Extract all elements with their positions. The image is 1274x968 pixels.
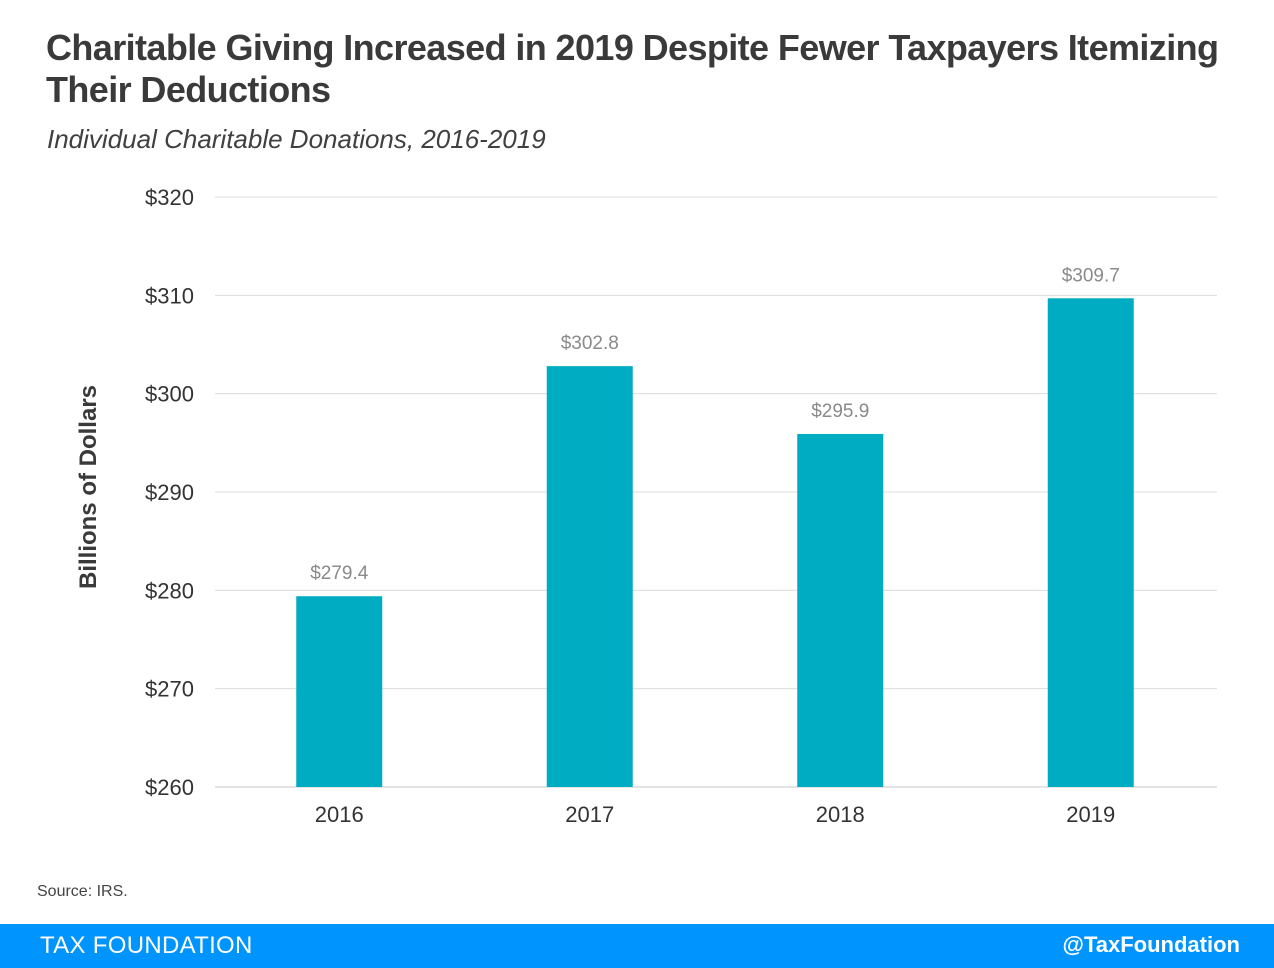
bar-chart: $260 $270 $280 $290 $300 $310 $320 Billions of … (75, 185, 1217, 827)
y-tick-label: $270 (145, 677, 194, 702)
data-label: $302.8 (561, 333, 619, 354)
y-tick-label: $280 (145, 578, 194, 603)
x-tick-label: 2017 (565, 802, 614, 827)
data-label: $279.4 (310, 563, 369, 584)
footer-bar: TAX FOUNDATION @TaxFoundation (0, 924, 1274, 968)
y-tick-label: $290 (145, 480, 194, 505)
footer-handle: @TaxFoundation (1062, 932, 1240, 957)
y-axis-label: Billions of Dollars (75, 385, 102, 589)
x-tick-label: 2018 (816, 802, 865, 827)
y-tick-label: $320 (145, 185, 194, 210)
data-label: $295.9 (811, 401, 869, 422)
y-tick-label: $300 (145, 382, 194, 407)
y-tick-label: $310 (145, 283, 194, 308)
y-tick-label: $260 (145, 775, 194, 800)
bar-2018 (797, 433, 884, 787)
bar-2019 (1047, 298, 1134, 787)
footer-brand: TAX FOUNDATION (40, 932, 253, 959)
bar-2017 (546, 366, 633, 787)
x-tick-label: 2016 (315, 802, 364, 827)
bar-2016 (296, 596, 383, 787)
chart-subtitle: Individual Charitable Donations, 2016-20… (47, 124, 546, 154)
data-label: $309.7 (1062, 265, 1120, 286)
x-tick-label: 2019 (1066, 802, 1115, 827)
chart-title: Charitable Giving Increased in 2019 Desp… (46, 27, 1219, 110)
source-note: Source: IRS. (37, 883, 128, 900)
